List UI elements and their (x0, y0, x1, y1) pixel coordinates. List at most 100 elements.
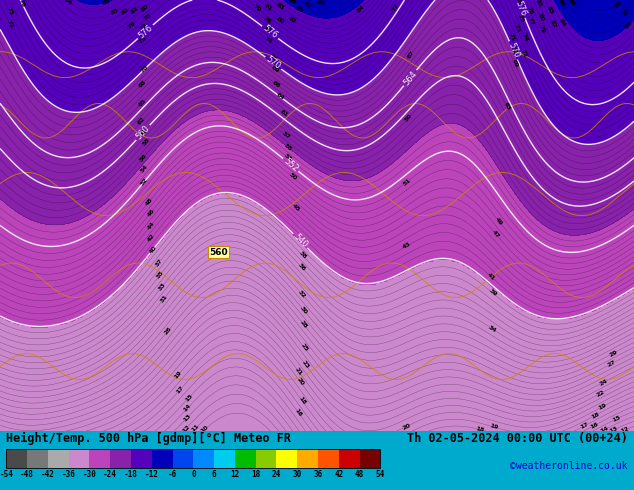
Bar (235, 449, 256, 467)
Text: 61: 61 (278, 109, 288, 119)
Text: -6: -6 (168, 470, 178, 479)
Text: 72: 72 (519, 49, 527, 58)
Text: 57: 57 (281, 131, 291, 140)
Bar (27, 449, 48, 467)
Text: 81: 81 (263, 2, 273, 12)
Text: 22: 22 (595, 389, 605, 397)
Text: 16: 16 (589, 421, 599, 430)
Text: 48: 48 (355, 470, 365, 479)
Text: 10: 10 (200, 424, 210, 434)
Text: 80: 80 (537, 12, 545, 22)
Text: 52: 52 (140, 176, 150, 186)
Text: 14: 14 (183, 403, 192, 413)
Text: 63: 63 (503, 102, 511, 112)
Text: 80: 80 (275, 16, 285, 25)
Text: 29: 29 (608, 349, 618, 357)
Text: 24: 24 (272, 470, 281, 479)
Text: 15: 15 (184, 392, 194, 402)
Text: 77: 77 (391, 2, 400, 12)
Text: 37: 37 (154, 258, 164, 268)
Text: 35: 35 (156, 270, 165, 279)
Text: 77: 77 (526, 17, 534, 26)
Bar (68, 449, 89, 467)
Text: -54: -54 (0, 470, 13, 479)
Text: 21: 21 (294, 367, 303, 377)
Text: 48: 48 (145, 196, 154, 206)
Text: 55: 55 (283, 143, 293, 152)
Text: 66: 66 (271, 80, 281, 89)
Text: 76: 76 (515, 0, 522, 8)
Text: 88: 88 (567, 0, 577, 7)
Text: ©weatheronline.co.uk: ©weatheronline.co.uk (510, 461, 628, 470)
Text: 16: 16 (294, 408, 303, 417)
Text: 18: 18 (590, 411, 600, 419)
Text: 53: 53 (283, 152, 293, 162)
Text: 87: 87 (303, 1, 313, 8)
Text: 18: 18 (475, 426, 485, 433)
Text: 12: 12 (181, 423, 191, 433)
Text: 27: 27 (607, 359, 617, 368)
Bar (318, 449, 339, 467)
Text: 12: 12 (230, 470, 240, 479)
Text: 75: 75 (517, 14, 525, 24)
Text: 51: 51 (402, 177, 412, 186)
Text: 18: 18 (297, 396, 307, 406)
Text: 85: 85 (294, 6, 304, 14)
Text: 73: 73 (513, 24, 521, 34)
Text: 18: 18 (251, 470, 261, 479)
Text: 56: 56 (138, 153, 148, 163)
Text: 43: 43 (402, 242, 412, 250)
Bar (172, 449, 193, 467)
Text: 84: 84 (63, 0, 74, 6)
Text: 54: 54 (139, 164, 149, 173)
Bar (359, 449, 380, 467)
Text: 540: 540 (292, 232, 309, 249)
Text: 39: 39 (488, 288, 498, 298)
Text: 79: 79 (538, 24, 546, 34)
Text: 70: 70 (509, 46, 517, 55)
Text: 19: 19 (489, 423, 499, 431)
Text: 46: 46 (146, 207, 156, 217)
Text: 19: 19 (597, 403, 607, 411)
Text: 89: 89 (613, 0, 623, 9)
Text: 64: 64 (275, 92, 285, 101)
Text: 560: 560 (209, 248, 228, 257)
Text: 28: 28 (299, 319, 308, 329)
Text: 13: 13 (182, 414, 191, 423)
Text: 81: 81 (534, 0, 543, 8)
Text: 78: 78 (143, 13, 153, 22)
Text: 26: 26 (164, 325, 173, 335)
Text: 85: 85 (624, 20, 634, 29)
Text: 50: 50 (287, 172, 297, 182)
Text: 86: 86 (288, 0, 297, 6)
Bar (6, 449, 380, 467)
Bar (48, 449, 68, 467)
Text: 19: 19 (173, 370, 183, 380)
Bar (276, 449, 297, 467)
Text: 0: 0 (191, 470, 196, 479)
Text: 74: 74 (521, 32, 529, 43)
Text: Height/Temp. 500 hPa [gdmp][°C] Meteo FR: Height/Temp. 500 hPa [gdmp][°C] Meteo FR (6, 432, 292, 445)
Text: 25: 25 (299, 343, 309, 352)
Text: 44: 44 (146, 220, 155, 230)
Text: 23: 23 (301, 359, 310, 369)
Text: 576: 576 (514, 0, 528, 18)
Text: 11: 11 (191, 423, 200, 433)
Text: 49: 49 (495, 216, 503, 226)
Text: 564: 564 (402, 69, 418, 87)
Text: 80: 80 (139, 3, 150, 13)
Text: 38: 38 (297, 250, 307, 260)
Text: 6: 6 (212, 470, 216, 479)
Text: 576: 576 (261, 24, 279, 41)
Bar (110, 449, 131, 467)
Text: 82: 82 (287, 16, 297, 24)
Text: 70: 70 (139, 64, 150, 74)
Text: 30: 30 (299, 305, 308, 315)
Text: 60: 60 (138, 128, 148, 137)
Text: 76: 76 (262, 25, 272, 35)
Text: 82: 82 (548, 19, 557, 29)
Text: 32: 32 (297, 289, 307, 299)
Text: 87: 87 (623, 7, 632, 16)
Text: 42: 42 (147, 233, 156, 243)
Text: 83: 83 (110, 7, 120, 16)
